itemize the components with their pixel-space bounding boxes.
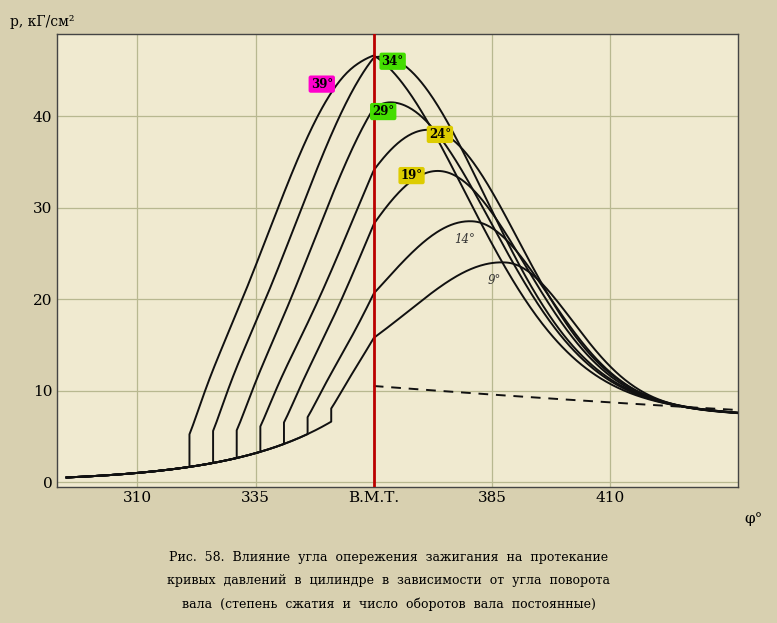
Text: кривых  давлений  в  цилиндре  в  зависимости  от  угла  поворота: кривых давлений в цилиндре в зависимости… bbox=[167, 574, 610, 587]
Text: p, кГ/см²: p, кГ/см² bbox=[9, 16, 74, 29]
Text: 24°: 24° bbox=[429, 128, 451, 141]
Text: Рис.  58.  Влияние  угла  опережения  зажигания  на  протекание: Рис. 58. Влияние угла опережения зажиган… bbox=[169, 551, 608, 564]
Text: 39°: 39° bbox=[311, 78, 333, 90]
Text: 14°: 14° bbox=[454, 233, 475, 246]
Text: 29°: 29° bbox=[372, 105, 394, 118]
Text: 9°: 9° bbox=[487, 274, 500, 287]
Text: вала  (степень  сжатия  и  число  оборотов  вала  постоянные): вала (степень сжатия и число оборотов ва… bbox=[182, 597, 595, 611]
Text: 34°: 34° bbox=[382, 55, 404, 68]
Text: 19°: 19° bbox=[401, 169, 423, 182]
Text: φ°: φ° bbox=[744, 511, 763, 526]
